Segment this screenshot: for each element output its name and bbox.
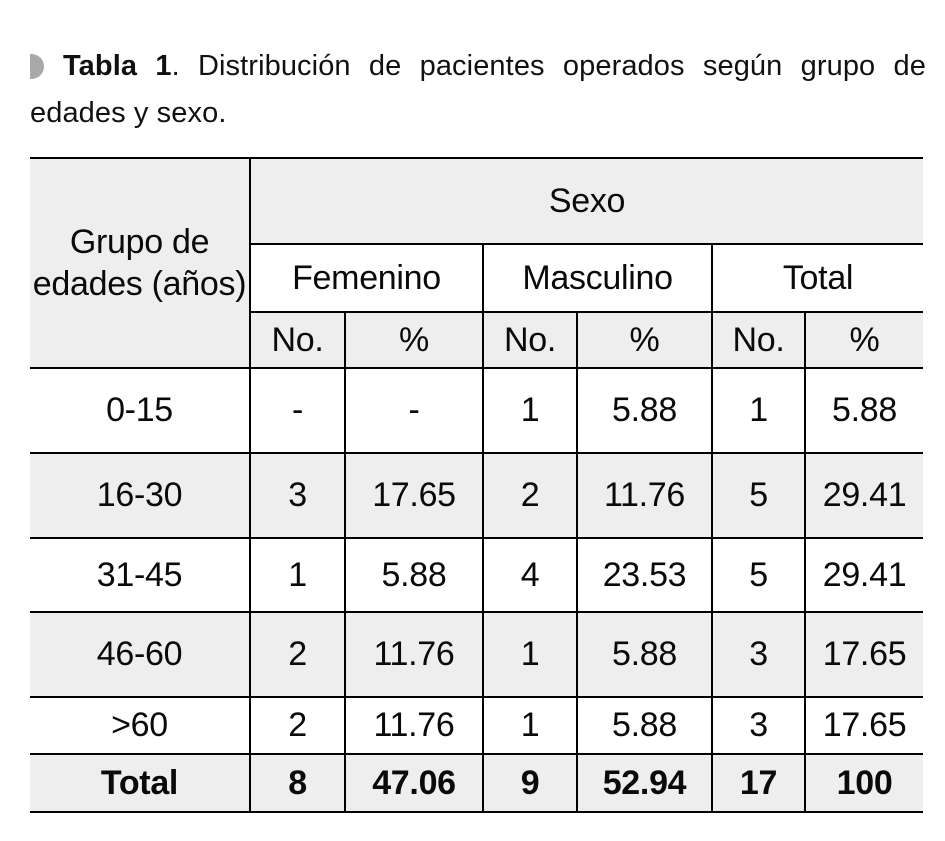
cell-femenino-pct: 11.76 [344, 611, 483, 698]
row-label: 46-60 [30, 611, 250, 698]
row-label: 0-15 [30, 367, 250, 454]
table-row-46-60: 46-60 2 11.76 1 5.88 3 17.65 [30, 611, 924, 698]
cell-total-pct: 17.65 [803, 696, 924, 755]
cell-masculino-no: 1 [482, 611, 577, 698]
subheader-femenino-pct: % [344, 311, 483, 369]
cell-masculino-pct: 11.76 [576, 452, 712, 539]
cell-masculino-no: 1 [482, 696, 577, 755]
cell-total-no: 17 [711, 753, 805, 813]
cell-femenino-pct: 5.88 [344, 537, 483, 613]
cell-total-pct: 29.41 [803, 537, 924, 613]
table-row-total: Total 8 47.06 9 52.94 17 100 [30, 753, 924, 813]
header-femenino: Femenino [249, 243, 483, 313]
corner-header-age-group: Grupo de edades (años) [30, 157, 250, 369]
caption-text: . Distribución de pacientes operados seg… [30, 50, 926, 129]
cell-total-no: 5 [711, 452, 805, 539]
cell-total-pct: 5.88 [803, 367, 924, 454]
subheader-femenino-no: No. [249, 311, 345, 369]
cell-masculino-pct: 5.88 [576, 367, 712, 454]
cell-femenino-no: 2 [249, 696, 345, 755]
subheader-total-no: No. [711, 311, 805, 369]
table-row-16-30: 16-30 3 17.65 2 11.76 5 29.41 [30, 452, 924, 539]
table-row-0-15: 0-15 - - 1 5.88 1 5.88 [30, 367, 924, 454]
cell-total-no: 1 [711, 367, 805, 454]
row-label: 31-45 [30, 537, 250, 613]
cell-total-pct: 29.41 [803, 452, 924, 539]
cell-femenino-no: 3 [249, 452, 345, 539]
table-caption: Tabla 1. Distribución de pacientes opera… [30, 43, 926, 137]
subheader-masculino-pct: % [576, 311, 712, 369]
table-row-over-60: >60 2 11.76 1 5.88 3 17.65 [30, 696, 924, 755]
header-masculino: Masculino [482, 243, 712, 313]
caption-bullet-icon [30, 54, 44, 79]
cell-femenino-no: 8 [249, 753, 345, 813]
cell-femenino-pct: 47.06 [344, 753, 483, 813]
cell-total-no: 3 [711, 611, 805, 698]
header-sexo: Sexo [248, 157, 924, 245]
caption-label: Tabla 1 [63, 50, 172, 82]
header-row-sexo: Grupo de edades (años) Sexo [30, 157, 924, 369]
row-label: >60 [30, 696, 250, 755]
cell-femenino-no: - [249, 367, 345, 454]
cell-masculino-no: 9 [482, 753, 577, 813]
cell-masculino-pct: 5.88 [576, 696, 712, 755]
cell-masculino-pct: 5.88 [576, 611, 712, 698]
cell-femenino-pct: - [344, 367, 483, 454]
cell-masculino-no: 1 [482, 367, 577, 454]
cell-total-no: 3 [711, 696, 805, 755]
patients-by-age-sex-table: Grupo de edades (años) Sexo Femenino Mas… [30, 157, 924, 813]
subheader-masculino-no: No. [482, 311, 577, 369]
header-total: Total [710, 243, 924, 313]
row-label: 16-30 [30, 452, 250, 539]
row-label: Total [30, 753, 250, 813]
subheader-total-pct: % [803, 311, 924, 369]
cell-masculino-pct: 52.94 [576, 753, 712, 813]
cell-masculino-pct: 23.53 [576, 537, 712, 613]
cell-masculino-no: 2 [482, 452, 577, 539]
cell-masculino-no: 4 [482, 537, 577, 613]
cell-femenino-pct: 17.65 [344, 452, 483, 539]
cell-femenino-no: 2 [249, 611, 345, 698]
cell-total-pct: 17.65 [803, 611, 924, 698]
cell-total-no: 5 [711, 537, 805, 613]
cell-femenino-no: 1 [249, 537, 345, 613]
table-row-31-45: 31-45 1 5.88 4 23.53 5 29.41 [30, 537, 924, 613]
cell-total-pct: 100 [803, 753, 924, 813]
cell-femenino-pct: 11.76 [344, 696, 483, 755]
